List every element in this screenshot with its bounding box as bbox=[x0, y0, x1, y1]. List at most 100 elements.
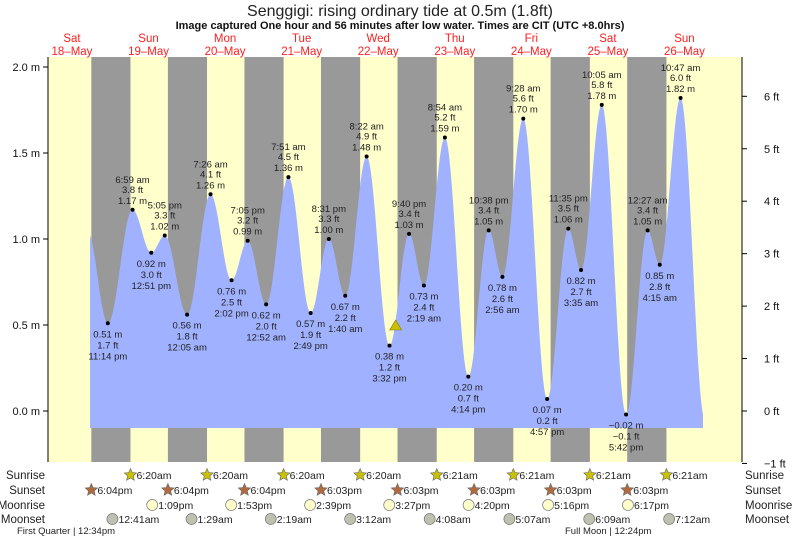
sunset-time: 6:03pm bbox=[480, 485, 515, 497]
sunset-icon bbox=[237, 482, 252, 496]
moonrise-time: 4:20pm bbox=[475, 500, 510, 512]
tide-label: 7:05 pm bbox=[231, 206, 265, 217]
sunset-time: 6:03pm bbox=[327, 485, 362, 497]
tide-label: 1.05 m bbox=[633, 216, 662, 227]
right-tick-label: 4 ft bbox=[764, 196, 779, 208]
sunrise-time: 6:20am bbox=[290, 470, 325, 482]
tide-label: 0.38 m bbox=[375, 352, 404, 363]
tide-point bbox=[442, 135, 447, 140]
tide-label: 4.1 ft bbox=[200, 169, 221, 180]
tide-curve bbox=[90, 98, 703, 428]
tide-point bbox=[286, 175, 291, 180]
tide-label: 7:26 am bbox=[193, 159, 227, 170]
tide-point bbox=[130, 207, 135, 212]
tide-point bbox=[162, 233, 167, 238]
tide-label: 1.00 m bbox=[314, 225, 343, 236]
tide-label: 0.92 m bbox=[137, 259, 166, 270]
tide-label: 1.78 m bbox=[587, 91, 616, 102]
tide-label: 6.0 ft bbox=[670, 73, 691, 84]
tide-label: 0.57 m bbox=[296, 319, 325, 330]
tide-label: 9:28 am bbox=[506, 84, 540, 95]
tide-label: 0.56 m bbox=[173, 321, 202, 332]
tide-point bbox=[566, 226, 571, 231]
tide-point bbox=[645, 228, 650, 233]
tide-label: 1:40 am bbox=[328, 324, 362, 335]
sunset-time: 6:03pm bbox=[404, 485, 439, 497]
tide-point bbox=[624, 412, 629, 417]
chart-title: Senggigi: rising ordinary tide at 0.5m (… bbox=[247, 3, 553, 20]
tide-point bbox=[545, 396, 550, 401]
day-labels: Sat18–MaySun19–MayMon20–MayTue21–MayWed2… bbox=[52, 33, 706, 58]
moonset-time: 2:19am bbox=[277, 514, 312, 526]
tide-label: 11:35 pm bbox=[549, 194, 588, 205]
tide-point bbox=[326, 237, 331, 241]
tide-label: 3.3 ft bbox=[154, 211, 175, 222]
tide-label: 9:40 pm bbox=[392, 199, 426, 210]
sunset-label-right: Sunset bbox=[745, 485, 782, 497]
day-of-week: Sun bbox=[138, 33, 158, 45]
day-date: 24–May bbox=[511, 46, 552, 58]
tide-label: 4.9 ft bbox=[356, 131, 377, 142]
right-tick-label: 6 ft bbox=[764, 91, 779, 103]
tide-label: 5.2 ft bbox=[434, 113, 455, 124]
sunrise-time: 6:21am bbox=[672, 470, 707, 482]
tide-label: −0.1 ft bbox=[613, 431, 640, 442]
sunrise-icon bbox=[123, 467, 138, 481]
moonrise-icon bbox=[542, 499, 554, 511]
tide-point bbox=[486, 228, 491, 233]
tide-point bbox=[308, 310, 313, 315]
tide-label: 5:05 pm bbox=[148, 201, 182, 212]
moonset-time: 4:08am bbox=[436, 514, 471, 526]
tide-point bbox=[407, 231, 412, 236]
tide-label: 0.76 m bbox=[217, 286, 246, 297]
sunrise-time: 6:20am bbox=[366, 470, 401, 482]
tide-label: 1.36 m bbox=[274, 163, 303, 174]
tide-label: 11:14 pm bbox=[88, 351, 127, 362]
tide-label: 6:59 am bbox=[115, 175, 149, 186]
moonrise-time: 1:53pm bbox=[237, 500, 272, 512]
tide-point bbox=[500, 274, 505, 279]
tide-label: 1.59 m bbox=[430, 124, 459, 135]
sunrise-label-right: Sunrise bbox=[745, 470, 784, 482]
day-date: 20–May bbox=[205, 46, 246, 58]
sunset-time: 6:03pm bbox=[633, 485, 668, 497]
tide-label: 2:49 pm bbox=[293, 341, 327, 352]
moonrise-time: 3:27pm bbox=[395, 500, 430, 512]
day-date: 23–May bbox=[434, 46, 475, 58]
tide-label: 1.9 ft bbox=[300, 330, 321, 341]
tide-label: 3.4 ft bbox=[398, 209, 419, 220]
tide-label: 5.6 ft bbox=[513, 94, 534, 105]
sunrise-icon bbox=[506, 467, 521, 481]
tide-point bbox=[149, 250, 154, 255]
tide-point bbox=[185, 312, 190, 317]
moonrise-icon bbox=[146, 499, 159, 511]
tide-label: 12:51 pm bbox=[131, 281, 171, 292]
tide-label: 1.03 m bbox=[395, 220, 424, 231]
tide-label: 2.4 ft bbox=[413, 302, 434, 313]
sunset-icon bbox=[620, 482, 635, 496]
sunset-icon bbox=[467, 482, 482, 496]
right-tick-label: 1 ft bbox=[764, 354, 779, 366]
tide-label: 1.06 m bbox=[554, 215, 583, 226]
moonrise-time: 6:17pm bbox=[634, 500, 669, 512]
moonrise-time: 5:16pm bbox=[554, 500, 589, 512]
tide-label: 3.4 ft bbox=[478, 205, 499, 216]
tide-label: 12:27 am bbox=[628, 195, 668, 206]
left-tick-label: 1.5 m bbox=[12, 148, 40, 160]
tide-label: 7:51 am bbox=[271, 142, 305, 153]
tide-label: 1.05 m bbox=[474, 216, 503, 227]
tide-area bbox=[90, 98, 703, 428]
moonrise-icon bbox=[462, 499, 475, 511]
right-tick-label: 3 ft bbox=[764, 249, 779, 261]
moonrise-icon bbox=[383, 499, 396, 511]
tide-point bbox=[229, 278, 234, 283]
sunrise-icon bbox=[276, 467, 291, 481]
left-tick-label: 0.5 m bbox=[12, 320, 40, 332]
sunset-time: 6:04pm bbox=[250, 485, 285, 497]
moonset-time: 1:29am bbox=[198, 514, 233, 526]
tide-label: 2.0 ft bbox=[256, 321, 277, 332]
moonrise-icon bbox=[304, 499, 316, 511]
